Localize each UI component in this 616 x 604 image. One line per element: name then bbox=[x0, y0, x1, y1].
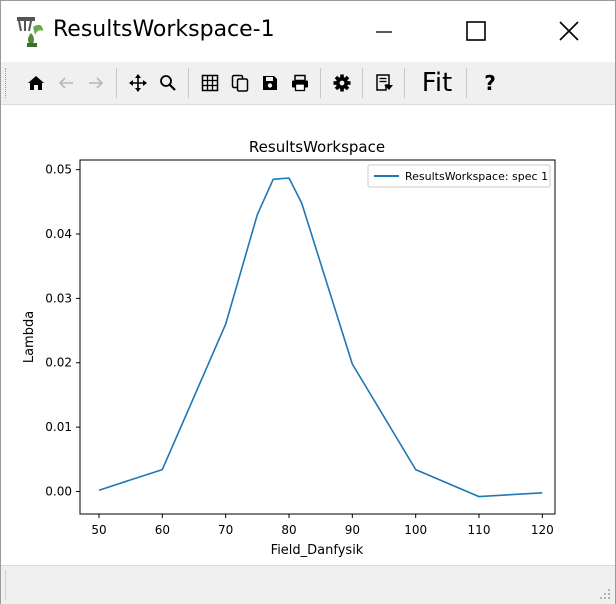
y-tick-label: 0.02 bbox=[45, 356, 72, 370]
close-button[interactable] bbox=[546, 9, 592, 53]
x-tick-label: 60 bbox=[155, 523, 170, 537]
title-bar[interactable]: ResultsWorkspace-1 bbox=[1, 1, 615, 62]
mantid-app-icon bbox=[17, 17, 43, 47]
zoom-button[interactable] bbox=[154, 68, 182, 98]
settings-button[interactable] bbox=[328, 68, 356, 98]
y-tick-label: 0.03 bbox=[45, 291, 72, 305]
save-icon bbox=[263, 76, 277, 90]
series-line bbox=[98, 177, 543, 498]
help-label: ? bbox=[484, 71, 496, 95]
maximize-button[interactable] bbox=[453, 9, 499, 53]
resize-grip-icon[interactable] bbox=[599, 588, 611, 600]
line-chart[interactable]: ResultsWorkspace 50 60 70 80 90 100 110 120 0.0… bbox=[1, 105, 615, 565]
status-bar bbox=[1, 565, 615, 604]
minimize-button[interactable] bbox=[361, 9, 407, 53]
x-tick-label: 50 bbox=[91, 523, 106, 537]
x-tick-label: 110 bbox=[468, 523, 491, 537]
back-button[interactable] bbox=[52, 68, 80, 98]
x-tick-label: 90 bbox=[345, 523, 360, 537]
x-tick-label: 120 bbox=[531, 523, 554, 537]
copy-button[interactable] bbox=[226, 68, 254, 98]
x-axis-label: Field_Danfysik bbox=[271, 543, 364, 558]
toolbar-separator bbox=[320, 68, 321, 98]
x-tick-label: 80 bbox=[281, 523, 296, 537]
back-icon bbox=[58, 77, 73, 89]
toolbar-separator bbox=[116, 68, 117, 98]
plot-frame bbox=[79, 159, 556, 515]
chart-title: ResultsWorkspace bbox=[249, 138, 385, 156]
y-tick-label: 0.01 bbox=[45, 420, 72, 434]
settings-icon bbox=[333, 74, 351, 92]
grid-icon bbox=[201, 74, 219, 92]
pan-button[interactable] bbox=[124, 68, 152, 98]
toolbar-separator bbox=[466, 68, 467, 98]
home-icon bbox=[28, 76, 44, 90]
y-axis: 0.00 0.01 0.02 0.03 0.04 0.05 bbox=[45, 163, 80, 498]
print-button[interactable] bbox=[286, 68, 314, 98]
forward-icon bbox=[89, 77, 104, 89]
script-icon bbox=[376, 74, 393, 91]
grid-button[interactable] bbox=[196, 68, 224, 98]
toolbar-separator bbox=[188, 68, 189, 98]
legend[interactable]: ResultsWorkspace: spec 1 bbox=[367, 164, 551, 188]
close-icon bbox=[559, 21, 579, 41]
y-tick-label: 0.05 bbox=[45, 163, 72, 177]
home-button[interactable] bbox=[22, 68, 50, 98]
minimize-icon bbox=[376, 31, 392, 33]
toolbar-separator bbox=[404, 68, 405, 98]
plot-toolbar: Fit ? bbox=[1, 62, 615, 105]
y-axis-label: Lambda bbox=[22, 311, 37, 363]
window-title: ResultsWorkspace-1 bbox=[53, 17, 275, 42]
x-tick-label: 70 bbox=[218, 523, 233, 537]
x-axis: 50 60 70 80 90 100 110 120 bbox=[91, 514, 554, 537]
help-button[interactable]: ? bbox=[476, 68, 504, 98]
print-icon bbox=[292, 74, 308, 92]
legend-entry: ResultsWorkspace: spec 1 bbox=[405, 170, 548, 183]
plot-canvas[interactable]: ResultsWorkspace 50 60 70 80 90 100 110 120 0.0… bbox=[1, 105, 615, 565]
x-tick-label: 100 bbox=[404, 523, 427, 537]
toolbar-separator bbox=[362, 68, 363, 98]
y-tick-label: 0.00 bbox=[45, 484, 72, 498]
y-tick-label: 0.04 bbox=[45, 227, 72, 241]
copy-icon bbox=[231, 74, 249, 92]
legend-box bbox=[367, 164, 551, 188]
generate-script-button[interactable] bbox=[370, 68, 398, 98]
series-lines bbox=[98, 177, 543, 498]
toolbar-grip[interactable] bbox=[5, 68, 9, 98]
zoom-icon bbox=[160, 75, 176, 91]
fit-button[interactable]: Fit bbox=[414, 68, 460, 98]
fit-label: Fit bbox=[421, 68, 453, 98]
maximize-icon bbox=[466, 21, 486, 41]
save-button[interactable] bbox=[256, 68, 284, 98]
status-bar-divider bbox=[5, 570, 6, 600]
pan-icon bbox=[129, 74, 147, 92]
forward-button[interactable] bbox=[82, 68, 110, 98]
